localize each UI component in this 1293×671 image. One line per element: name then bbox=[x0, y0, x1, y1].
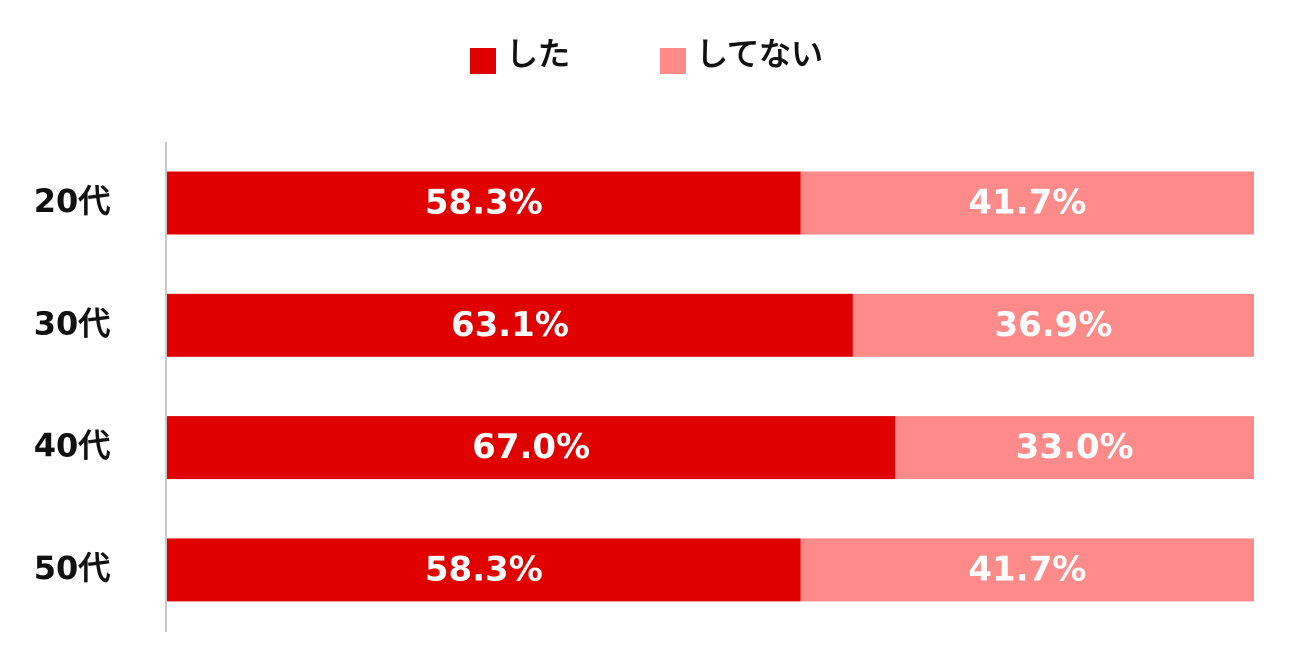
value-label: 41.7% bbox=[968, 183, 1086, 223]
category-label: 30代 bbox=[34, 304, 111, 342]
bar-segment bbox=[167, 416, 896, 480]
bar-segment bbox=[167, 538, 801, 602]
category-label: 20代 bbox=[34, 182, 111, 220]
bar-segment bbox=[167, 171, 801, 235]
category-label: 50代 bbox=[34, 549, 111, 587]
legend-label: した bbox=[506, 35, 570, 73]
value-label: 36.9% bbox=[994, 305, 1112, 345]
legend-swatch bbox=[660, 48, 686, 74]
bar-segment bbox=[167, 293, 853, 357]
value-label: 33.0% bbox=[1016, 427, 1134, 467]
value-label: 58.3% bbox=[425, 183, 543, 223]
value-label: 63.1% bbox=[451, 305, 569, 345]
bar-segment bbox=[800, 538, 1254, 602]
bar-segment bbox=[800, 171, 1254, 235]
bar-segment bbox=[895, 416, 1254, 480]
category-label: 40代 bbox=[34, 427, 111, 465]
value-label: 58.3% bbox=[425, 549, 543, 589]
legend-label: してない bbox=[696, 35, 823, 73]
value-label: 41.7% bbox=[968, 549, 1086, 589]
legend-swatch bbox=[470, 48, 496, 74]
value-label: 67.0% bbox=[472, 427, 590, 467]
bar-segment bbox=[852, 293, 1254, 357]
